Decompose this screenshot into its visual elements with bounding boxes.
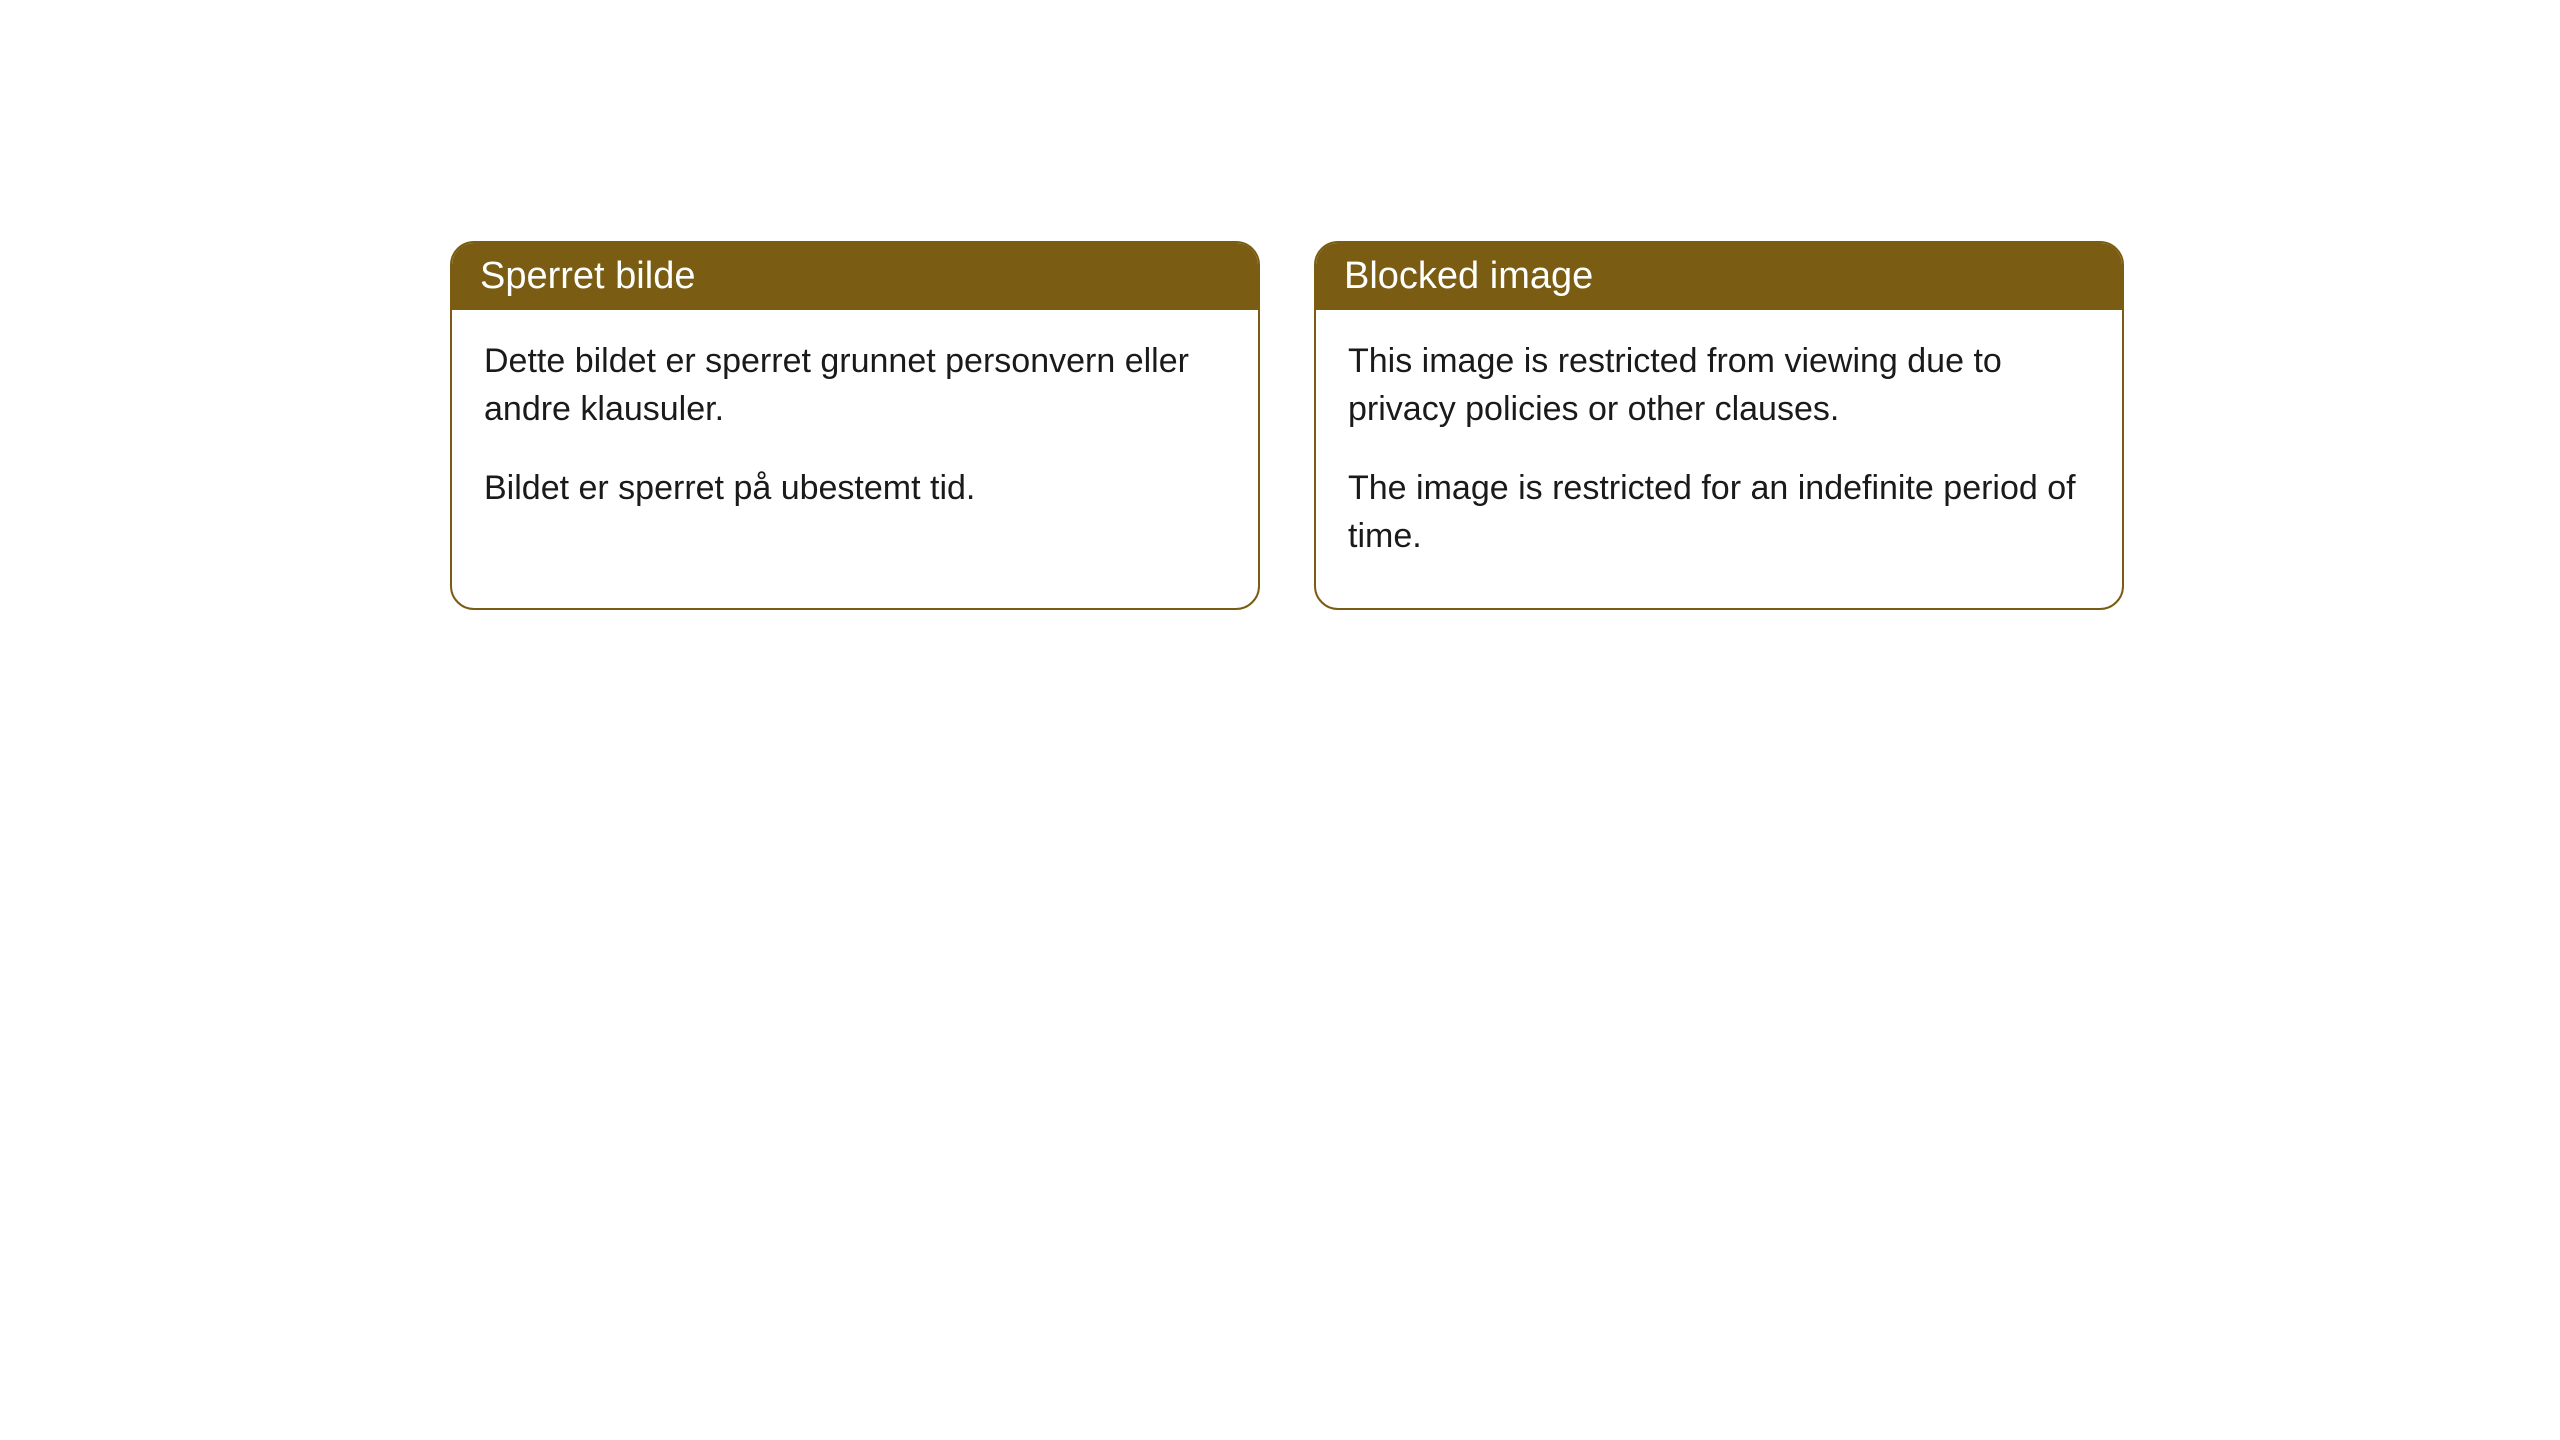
card-body: Dette bildet er sperret grunnet personve… [452, 310, 1258, 561]
card-header: Blocked image [1316, 243, 2122, 310]
card-paragraph: This image is restricted from viewing du… [1348, 338, 2090, 433]
card-paragraph: Bildet er sperret på ubestemt tid. [484, 465, 1226, 513]
card-title: Sperret bilde [480, 255, 695, 297]
card-paragraph: Dette bildet er sperret grunnet personve… [484, 338, 1226, 433]
card-title: Blocked image [1344, 255, 1593, 297]
card-header: Sperret bilde [452, 243, 1258, 310]
notice-card-english: Blocked image This image is restricted f… [1314, 241, 2124, 610]
notice-card-norwegian: Sperret bilde Dette bildet er sperret gr… [450, 241, 1260, 610]
card-paragraph: The image is restricted for an indefinit… [1348, 465, 2090, 560]
notice-cards-container: Sperret bilde Dette bildet er sperret gr… [450, 241, 2124, 610]
card-body: This image is restricted from viewing du… [1316, 310, 2122, 608]
